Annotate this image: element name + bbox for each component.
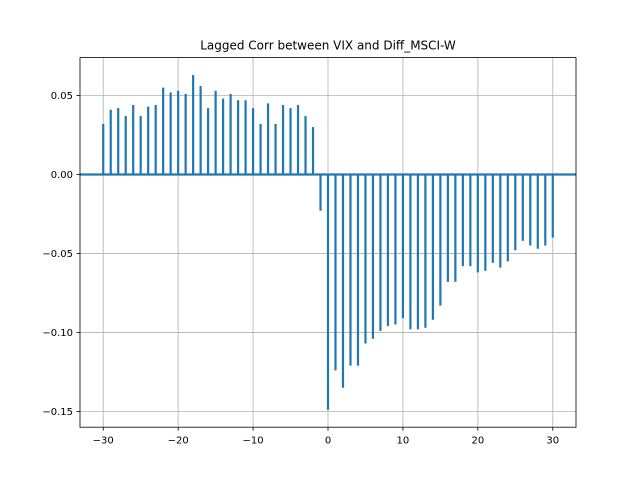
x-tick-label: 0 — [325, 436, 331, 447]
bar-series — [102, 74, 554, 410]
y-tick-label: −0.05 — [42, 249, 73, 260]
x-tick-label: 10 — [397, 436, 410, 447]
x-tick-label: 20 — [471, 436, 484, 447]
y-tick-label: 0.05 — [51, 91, 73, 102]
x-axis-ticks: −30 −20 −10 0 10 20 30 — [93, 427, 559, 447]
x-tick-label: −30 — [93, 436, 114, 447]
x-tick-label: 30 — [546, 436, 559, 447]
x-tick-label: −10 — [243, 436, 264, 447]
y-tick-label: −0.15 — [42, 407, 73, 418]
x-tick-label: −20 — [168, 436, 189, 447]
chart-title: Lagged Corr between VIX and Diff_MSCI-W — [200, 39, 456, 53]
y-tick-label: 0.00 — [51, 170, 73, 181]
y-axis-ticks: −0.15 −0.10 −0.05 0.00 0.05 — [42, 91, 80, 418]
y-tick-label: −0.10 — [42, 328, 73, 339]
